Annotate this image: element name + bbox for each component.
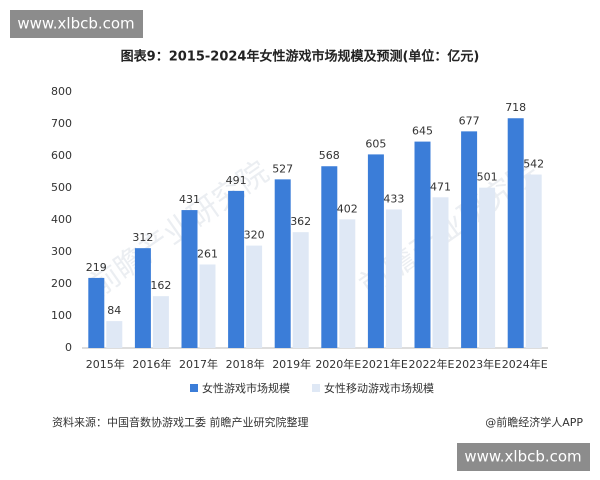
watermark-text: www.xlbcb.com [464, 448, 581, 466]
bar [321, 166, 338, 348]
y-tick-label: 800 [51, 85, 72, 98]
bar [461, 131, 478, 348]
y-tick-label: 700 [51, 117, 72, 130]
data-label: 431 [179, 193, 200, 206]
bar [367, 154, 384, 348]
bar [134, 248, 151, 348]
data-label: 362 [290, 215, 311, 228]
x-tick-label: 2022年E [409, 357, 455, 371]
bar [432, 197, 449, 348]
data-label: 433 [383, 192, 404, 205]
source-note: 资料来源：中国音数协游戏工委 前瞻产业研究院整理 [52, 415, 309, 429]
bar [414, 141, 431, 348]
watermark-box [457, 443, 590, 471]
legend-label: 女性游戏市场规模 [202, 381, 290, 395]
x-tick-label: 2024年E [502, 357, 548, 371]
data-label: 162 [150, 279, 171, 292]
legend-swatch [312, 384, 320, 392]
x-tick-label: 2015年 [86, 357, 125, 371]
data-label: 402 [337, 202, 358, 215]
x-tick-label: 2019年 [272, 357, 311, 371]
data-label: 320 [244, 229, 265, 242]
y-tick-label: 300 [51, 245, 72, 258]
credit: @前瞻经济学人APP [485, 415, 583, 429]
y-tick-label: 600 [51, 149, 72, 162]
bar [339, 219, 356, 348]
data-label: 718 [505, 101, 526, 114]
bar [181, 210, 198, 348]
x-tick-label: 2016年 [132, 357, 171, 371]
bar [228, 190, 245, 348]
data-label: 568 [319, 149, 340, 162]
x-tick-label: 2018年 [226, 357, 265, 371]
data-label: 605 [365, 137, 386, 150]
data-label: 501 [477, 171, 498, 184]
data-label: 527 [272, 162, 293, 175]
data-label: 645 [412, 125, 433, 138]
y-tick-label: 400 [51, 213, 72, 226]
data-label: 312 [132, 231, 153, 244]
x-tick-label: 2017年 [179, 357, 218, 371]
bar [88, 277, 105, 348]
data-label: 471 [430, 180, 451, 193]
chart-title: 图表9：2015-2024年女性游戏市场规模及预测(单位：亿元) [121, 49, 480, 65]
watermark-text: www.xlbcb.com [17, 15, 134, 33]
legend-label: 女性移动游戏市场规模 [324, 381, 434, 395]
bar [385, 209, 402, 348]
bar [525, 174, 542, 348]
bar [106, 321, 123, 348]
bar [479, 187, 496, 348]
data-label: 542 [523, 158, 544, 171]
y-tick-label: 200 [51, 277, 72, 290]
data-label: 491 [226, 174, 247, 187]
data-label: 261 [197, 247, 218, 260]
watermark-box [10, 10, 143, 38]
bar [199, 264, 216, 348]
data-label: 219 [86, 261, 107, 274]
bar [274, 179, 291, 348]
y-tick-label: 100 [51, 309, 72, 322]
bar [152, 296, 169, 348]
data-label: 84 [107, 304, 121, 317]
x-tick-label: 2023年E [455, 357, 501, 371]
bar [292, 232, 309, 348]
x-tick-label: 2020年E [315, 357, 361, 371]
y-tick-label: 500 [51, 181, 72, 194]
x-tick-label: 2021年E [362, 357, 408, 371]
bar [246, 245, 263, 348]
y-tick-label: 0 [65, 341, 72, 354]
legend-swatch [190, 384, 198, 392]
data-label: 677 [459, 114, 480, 127]
bar [507, 118, 524, 349]
